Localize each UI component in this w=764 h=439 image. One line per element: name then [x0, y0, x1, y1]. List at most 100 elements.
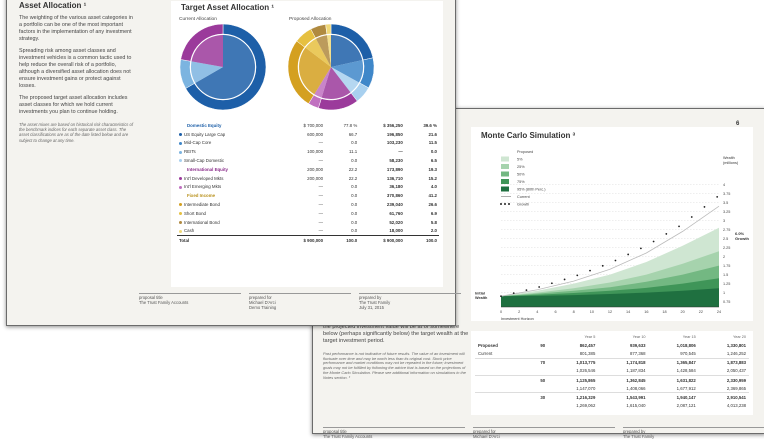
table-row: Mid-Cap Core — 0.0 103,230 11.5 — [177, 139, 439, 148]
column-header: Year 5 — [584, 335, 596, 340]
intro-paragraphs: The weighting of the various asset categ… — [19, 15, 137, 116]
cell-p-pct: 2.0 — [430, 228, 437, 234]
cell-p-pct: 39.6 % — [423, 122, 437, 128]
row-name: Fixed Income — [187, 193, 216, 199]
inner-slice-reits — [191, 61, 223, 83]
initial-wealth-label: Initial Wealth — [475, 291, 488, 300]
row-label — [475, 402, 527, 410]
row-label: Proposed — [478, 342, 498, 348]
legend-swatch — [500, 203, 510, 205]
inner-slice-us-equity-large-cap — [195, 35, 255, 99]
footer-block: prepared by The Trust Family — [623, 427, 764, 439]
row-name: Int'l Developed Mkts — [184, 175, 224, 181]
row-label: Fixed Income — [177, 191, 280, 200]
y-tick-label: 1.5 — [723, 273, 728, 277]
legend-proposed: Proposed — [517, 150, 533, 154]
row-label: Int'l Emerging Mkts — [177, 183, 280, 192]
y-tick-label: 0.75 — [723, 300, 730, 304]
column-header: Year 10 — [632, 335, 646, 340]
growth-point — [703, 206, 706, 208]
target-allocation-panel: Target Asset Allocation ¹ Current Alloca… — [171, 1, 443, 287]
cell-p-pct: 26.6 — [428, 202, 437, 208]
footer-block: prepared for Michael D'Arci — [473, 427, 615, 439]
percentile-cell: 50 — [540, 377, 546, 383]
growth-point — [665, 233, 668, 235]
column-header — [475, 333, 527, 341]
intro-paragraph: The proposed target asset allocation inc… — [19, 95, 128, 115]
row-label — [475, 375, 527, 384]
percentile-cell: 30 — [540, 394, 546, 400]
value-cell: 2,087,121 — [676, 403, 696, 409]
asset-allocation-page: Asset Allocation ¹ The weighting of the … — [6, 0, 461, 326]
cell-c-pct: 11.1 — [349, 149, 358, 155]
percentile-cell: 70 — [540, 360, 546, 366]
footer-value: The Trust Family Accounts — [323, 434, 373, 439]
cell-p-amt: 136,710 — [386, 175, 403, 181]
legend-dot — [179, 159, 182, 163]
table-row: Short Bond — 0.0 61,760 6.9 — [177, 209, 439, 218]
table-row: 1,147,070 1,408,066 1,677,912 2,369,865 — [475, 384, 749, 393]
table-row: Intermediate Bond — 0.0 239,040 26.6 — [177, 200, 439, 209]
row-label: REITs — [177, 147, 280, 156]
legend-swatch — [501, 186, 509, 192]
legend-label: Growth — [517, 203, 529, 207]
growth-rate-label: 6.0% Growth — [735, 231, 750, 241]
current-allocation-label: Current Allocation — [179, 17, 217, 22]
footer-label: proposal title — [139, 295, 163, 300]
legend-dot — [179, 229, 182, 233]
legend-dot — [179, 177, 182, 181]
inner-slice-cash — [326, 35, 331, 67]
inner-slice-intermediate-bond — [299, 47, 331, 95]
cell-p-amt: 18,000 — [389, 228, 403, 234]
cell-p-amt: $ 900,000 — [383, 238, 403, 244]
value-cell: 1,543,991 — [626, 394, 646, 400]
footnote-text: The asset mixes are based on historical … — [19, 122, 134, 143]
row-name: US Equity Large Cap — [184, 131, 226, 137]
growth-point — [576, 274, 579, 277]
y-tick-label: 1 — [723, 291, 725, 295]
cell-c-amt: — — [318, 219, 324, 225]
cell-c-amt: 200,000 — [307, 166, 324, 172]
cell-c-pct: 22.2 — [348, 175, 358, 181]
monte-carlo-page: 6 Monte Carlo Simulation ³ 4 3.75 3.5 3.25 3… — [312, 108, 764, 439]
inner-slice-us-equity-large-cap — [331, 35, 363, 67]
growth-point — [525, 289, 528, 292]
x-tick-label: 10 — [590, 310, 594, 314]
inner-slice-international-bond — [315, 35, 331, 67]
x-tick-label: 22 — [699, 310, 703, 314]
value-cell: 1,677,912 — [676, 385, 696, 391]
cell-c-pct: 0.0 — [351, 210, 358, 216]
y-tick-label: 2.25 — [723, 246, 730, 250]
table-row: Small-Cap Domestic — 0.0 58,230 6.5 — [177, 156, 439, 165]
cell-p-pct: 21.6 — [428, 131, 437, 137]
row-label — [475, 393, 527, 402]
row-name: International Bond — [184, 219, 220, 225]
legend-label: 25% — [517, 165, 525, 169]
allocation-donut-charts — [179, 23, 375, 111]
cell-c-amt: — — [318, 140, 324, 146]
cell-p-pct: 4.0 — [430, 184, 437, 190]
cell-c-amt: — — [318, 158, 324, 164]
y-tick-label: 1.75 — [723, 264, 730, 268]
value-cell: 1,428,584 — [676, 368, 696, 374]
value-cell: 2,910,541 — [726, 394, 746, 400]
cell-c-pct: 0.0 — [351, 158, 358, 164]
column-header — [527, 333, 549, 341]
cell-c-pct: 0.0 — [351, 193, 358, 199]
value-cell: 1,216,329 — [576, 394, 596, 400]
row-label: International Bond — [177, 218, 280, 227]
projection-paragraph: the projected investment value will be a… — [323, 324, 469, 345]
cell-p-pct: 0.0 — [430, 149, 437, 155]
y-tick-label: 1.25 — [723, 282, 730, 286]
x-tick-label: 4 — [536, 310, 538, 314]
legend-dot — [179, 212, 182, 216]
cell-p-pct: 15.2 — [428, 175, 437, 181]
row-label: Int'l Developed Mkts — [177, 174, 280, 183]
legend-dot — [179, 150, 182, 154]
row-name: Total — [179, 238, 190, 244]
row-label: Small-Cap Domestic — [177, 156, 280, 165]
value-cell: 1,125,865 — [576, 377, 596, 383]
percentile-cell — [527, 384, 549, 393]
cell-p-pct: 41.2 — [428, 193, 437, 199]
cell-c-amt: 600,000 — [307, 131, 324, 137]
